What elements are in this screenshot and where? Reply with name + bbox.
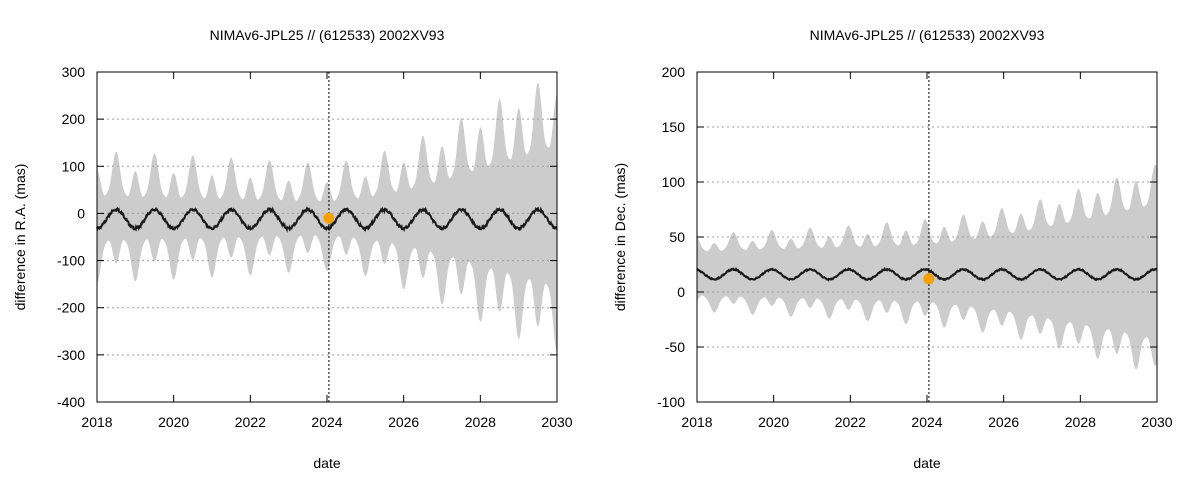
x-axis-label: date [313, 455, 340, 471]
y-tick-label: 100 [62, 158, 86, 174]
mean-difference-line [696, 266, 1158, 282]
x-tick-label: 2022 [235, 414, 266, 430]
x-tick-label: 2024 [911, 414, 942, 430]
x-tick-label: 2020 [158, 414, 189, 430]
x-tick-label: 2030 [1141, 414, 1172, 430]
x-tick-label: 2028 [1065, 414, 1096, 430]
y-tick-label: -50 [665, 339, 685, 355]
y-tick-label: -100 [57, 253, 85, 269]
y-tick-label: 150 [662, 119, 686, 135]
x-tick-label: 2030 [541, 414, 572, 430]
chart-title: NIMAv6-JPL25 // (612533) 2002XV93 [210, 27, 445, 43]
y-tick-label: -300 [57, 347, 85, 363]
ra-difference-chart: NIMAv6-JPL25 // (612533) 2002XV93 300 200 1… [12, 27, 573, 471]
x-tick-label: 2018 [81, 414, 112, 430]
y-tick-label: -100 [657, 394, 685, 410]
y-tick-label: -400 [57, 394, 85, 410]
epoch-marker [323, 212, 335, 224]
y-tick-label: 50 [669, 229, 685, 245]
x-tick-label: 2026 [388, 414, 419, 430]
x-tick-label: 2024 [311, 414, 342, 430]
y-axis-label: difference in R.A. (mas) [12, 164, 28, 311]
y-tick-label: 200 [62, 111, 86, 127]
chart-title: NIMAv6-JPL25 // (612533) 2002XV93 [810, 27, 1045, 43]
y-tick-label: -200 [57, 300, 85, 316]
x-tick-label: 2022 [835, 414, 866, 430]
y-tick-label: 0 [77, 205, 85, 221]
y-tick-label: 300 [62, 64, 86, 80]
y-tick-label: 200 [662, 64, 686, 80]
y-tick-label: 0 [677, 284, 685, 300]
dec-difference-chart: NIMAv6-JPL25 // (612533) 2002XV93 200 150 1… [612, 27, 1173, 471]
epoch-marker [923, 273, 935, 285]
x-axis-label: date [913, 455, 940, 471]
uncertainty-band [697, 164, 1157, 370]
x-tick-label: 2028 [465, 414, 496, 430]
x-tick-label: 2018 [681, 414, 712, 430]
y-tick-label: 100 [662, 174, 686, 190]
y-axis-label: difference in Dec. (mas) [612, 163, 628, 311]
mean-difference-line [96, 206, 558, 233]
x-tick-label: 2026 [988, 414, 1019, 430]
x-tick-label: 2020 [758, 414, 789, 430]
